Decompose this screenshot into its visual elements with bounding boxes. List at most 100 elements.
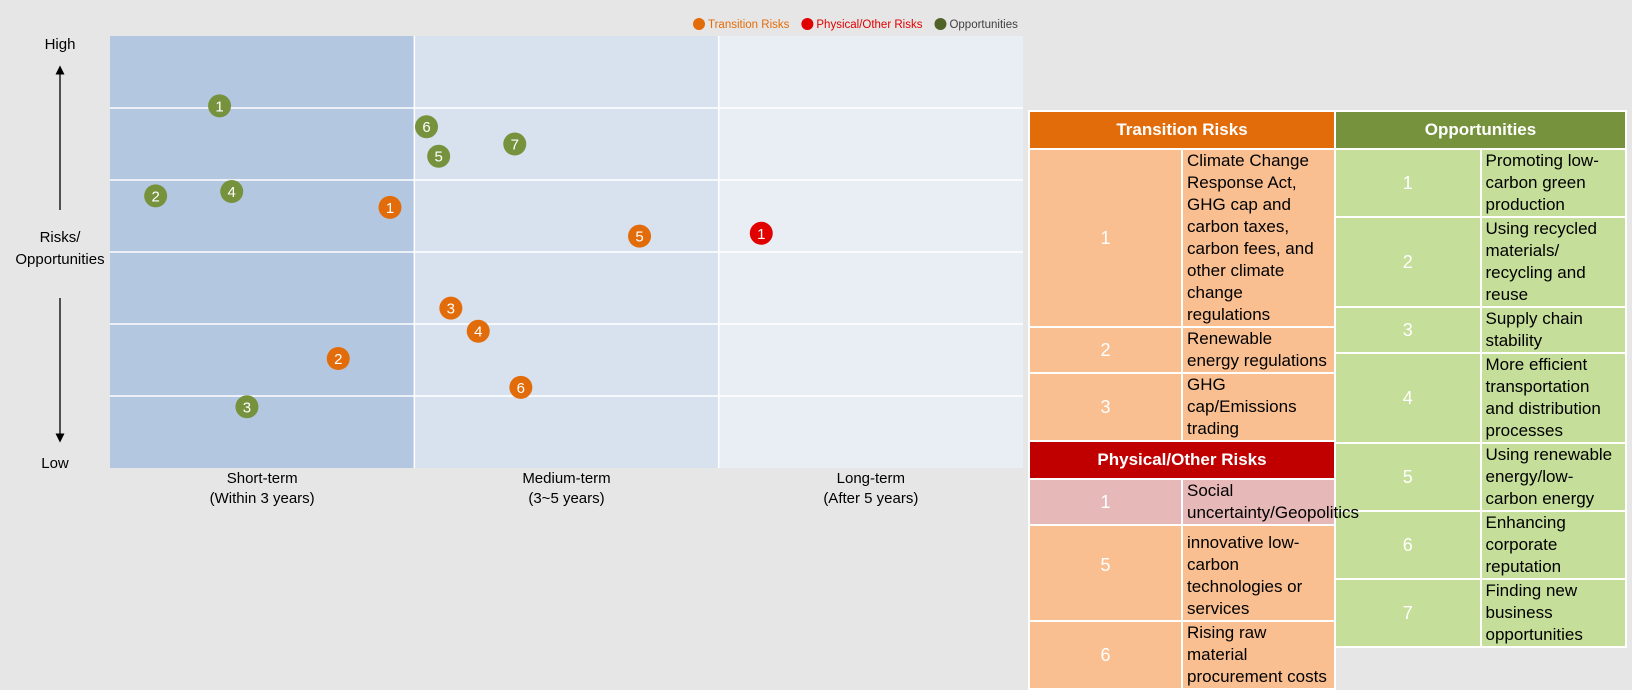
x-category-sublabel-2: (3~5 years) (528, 490, 604, 507)
opportunities-marker-label: 4 (228, 184, 236, 201)
transition-risk-row-text: Renewable energy regulations (1181, 326, 1336, 374)
legend-swatch-1 (693, 18, 705, 30)
transition-risks-marker (628, 224, 652, 248)
x-category-sublabel-1: (Within 3 years) (210, 490, 315, 507)
opportunity-row-number: 7 (1334, 578, 1482, 648)
opportunity-row-text: Using recycled materials/ recycling and … (1479, 216, 1627, 308)
opportunities-marker-label: 6 (422, 119, 430, 136)
transition-risks-marker (439, 296, 463, 320)
opportunities-point-3: 3 (235, 395, 259, 419)
opportunities-point-5: 5 (427, 144, 451, 168)
opportunity-row: 6 Enhancing corporate reputation (1334, 510, 1627, 580)
transition-risks-marker (326, 347, 350, 371)
opportunity-row-text: More efficient transportation and distri… (1479, 352, 1627, 444)
opportunity-row: 3 Supply chain stability (1334, 306, 1627, 354)
opportunity-row: 7 Finding new business opportunities (1334, 578, 1627, 648)
opportunity-row-text: Finding new business opportunities (1479, 578, 1627, 648)
opportunities-marker-label: 2 (151, 188, 159, 205)
x-category-sublabel-3: (After 5 years) (823, 490, 918, 507)
opportunity-row-text: Using renewable energy/low-carbon energy (1479, 442, 1627, 512)
physical-other-risks-marker-label: 1 (757, 226, 765, 243)
opportunities-marker-label: 3 (243, 399, 251, 416)
opportunity-row-number: 3 (1334, 306, 1482, 354)
transition-risks-marker (509, 375, 533, 399)
opportunities-marker (208, 94, 232, 118)
physical-risks-header: Physical/Other Risks (1028, 440, 1336, 480)
opportunities-point-4: 4 (220, 180, 244, 204)
transition-risk-row-text: GHG cap/Emissions trading (1181, 372, 1336, 442)
opportunities-marker-label: 7 (511, 137, 519, 154)
opportunity-row: 2 Using recycled materials/ recycling and… (1334, 216, 1627, 308)
transition-risk-row-number: 6 (1028, 620, 1183, 690)
physical-risk-row-number: 1 (1028, 478, 1183, 526)
transition-risk-row-number: 3 (1028, 372, 1183, 442)
transition-risks-point-4: 4 (466, 319, 490, 343)
transition-risks-point-6: 6 (509, 375, 533, 399)
transition-risks-point-5: 5 (628, 224, 652, 248)
physical-other-risks-marker (749, 221, 773, 245)
opportunities-marker-label: 1 (215, 98, 223, 115)
transition-risks-marker-label: 1 (386, 200, 394, 217)
x-category-label-1: Short-term (227, 470, 298, 487)
x-category-label-3: Long-term (837, 470, 905, 487)
opportunities-marker (220, 180, 244, 204)
opportunities-marker (235, 395, 259, 419)
legend-swatch-3 (934, 18, 947, 30)
transition-risk-row: 3 GHG cap/Emissions trading (1028, 372, 1336, 442)
physical-risk-row: 1 Social uncertainty/Geopolitics (1028, 478, 1359, 526)
opportunity-row-number: 2 (1334, 216, 1482, 308)
opportunities-marker (503, 132, 527, 156)
transition-risk-row: 6 Rising raw material procurement costs (1028, 620, 1336, 690)
transition-risks-marker (378, 195, 402, 219)
transition-risks-marker-label: 5 (635, 229, 643, 246)
opportunities-point-1: 1 (208, 94, 232, 118)
opportunity-row: 5 Using renewable energy/low-carbon energ… (1334, 442, 1627, 512)
transition-risk-row-number: 2 (1028, 326, 1183, 374)
transition-risks-header: Transition Risks (1028, 110, 1336, 150)
opportunities-marker (415, 115, 439, 139)
legend-swatch-2 (801, 18, 814, 30)
transition-risk-row-text: Climate Change Response Act, GHG cap and… (1181, 148, 1336, 328)
transition-risks-marker-label: 2 (334, 351, 342, 368)
legend-label-2: Physical/Other Risks (816, 19, 922, 31)
opportunities-point-2: 2 (144, 184, 168, 208)
opportunities-point-7: 7 (503, 132, 527, 156)
opportunity-row-number: 4 (1334, 352, 1482, 444)
transition-risk-row: 1 Climate Change Response Act, GHG cap an… (1028, 148, 1336, 328)
opportunities-marker (144, 184, 168, 208)
opportunities-point-6: 6 (415, 115, 439, 139)
transition-risks-point-2: 2 (326, 347, 350, 371)
y-axis-high-label: High (45, 36, 76, 53)
y-axis-title-line1: Risks/ (40, 229, 82, 246)
opportunity-row-text: Enhancing corporate reputation (1479, 510, 1627, 580)
opportunity-row-number: 6 (1334, 510, 1482, 580)
opportunities-marker (427, 144, 451, 168)
opportunities-marker-label: 5 (435, 149, 443, 166)
transition-risks-point-1: 1 (378, 195, 402, 219)
legend-label-1: Transition Risks (708, 19, 790, 31)
transition-risk-row-number: 1 (1028, 148, 1183, 328)
transition-risks-marker-label: 6 (517, 380, 525, 397)
transition-risks-marker (466, 319, 490, 343)
opportunity-row-text: Supply chain stability (1479, 306, 1627, 354)
transition-risk-row: 2 Renewable energy regulations (1028, 326, 1336, 374)
opportunity-row: 4 More efficient transportation and distr… (1334, 352, 1627, 444)
physical-risk-row-text: Social uncertainty/Geopolitics (1181, 478, 1359, 526)
physical-risks-table: Physical/Other Risks 1 Social uncertainty… (1028, 440, 1359, 526)
opportunities-table: Opportunities 1 Promoting low-carbon gree… (1334, 110, 1627, 648)
transition-risks-marker-label: 3 (447, 301, 455, 318)
transition-risks-table: Transition Risks 1 Climate Change Respons… (1028, 110, 1336, 690)
y-axis-low-label: Low (41, 455, 69, 472)
transition-risks-point-3: 3 (439, 296, 463, 320)
physical-other-risks-point-1: 1 (749, 221, 773, 245)
opportunity-row-text: Promoting low-carbon green production (1479, 148, 1627, 218)
opportunity-row-number: 5 (1334, 442, 1482, 512)
x-category-label-2: Medium-term (522, 470, 610, 487)
transition-risks-marker-label: 4 (474, 324, 482, 341)
transition-risk-row-text: Rising raw material procurement costs (1181, 620, 1336, 690)
opportunity-row-number: 1 (1334, 148, 1482, 218)
opportunity-row: 1 Promoting low-carbon green production (1334, 148, 1627, 218)
y-axis-title-line2: Opportunities (15, 251, 104, 268)
opportunities-header: Opportunities (1334, 110, 1627, 150)
